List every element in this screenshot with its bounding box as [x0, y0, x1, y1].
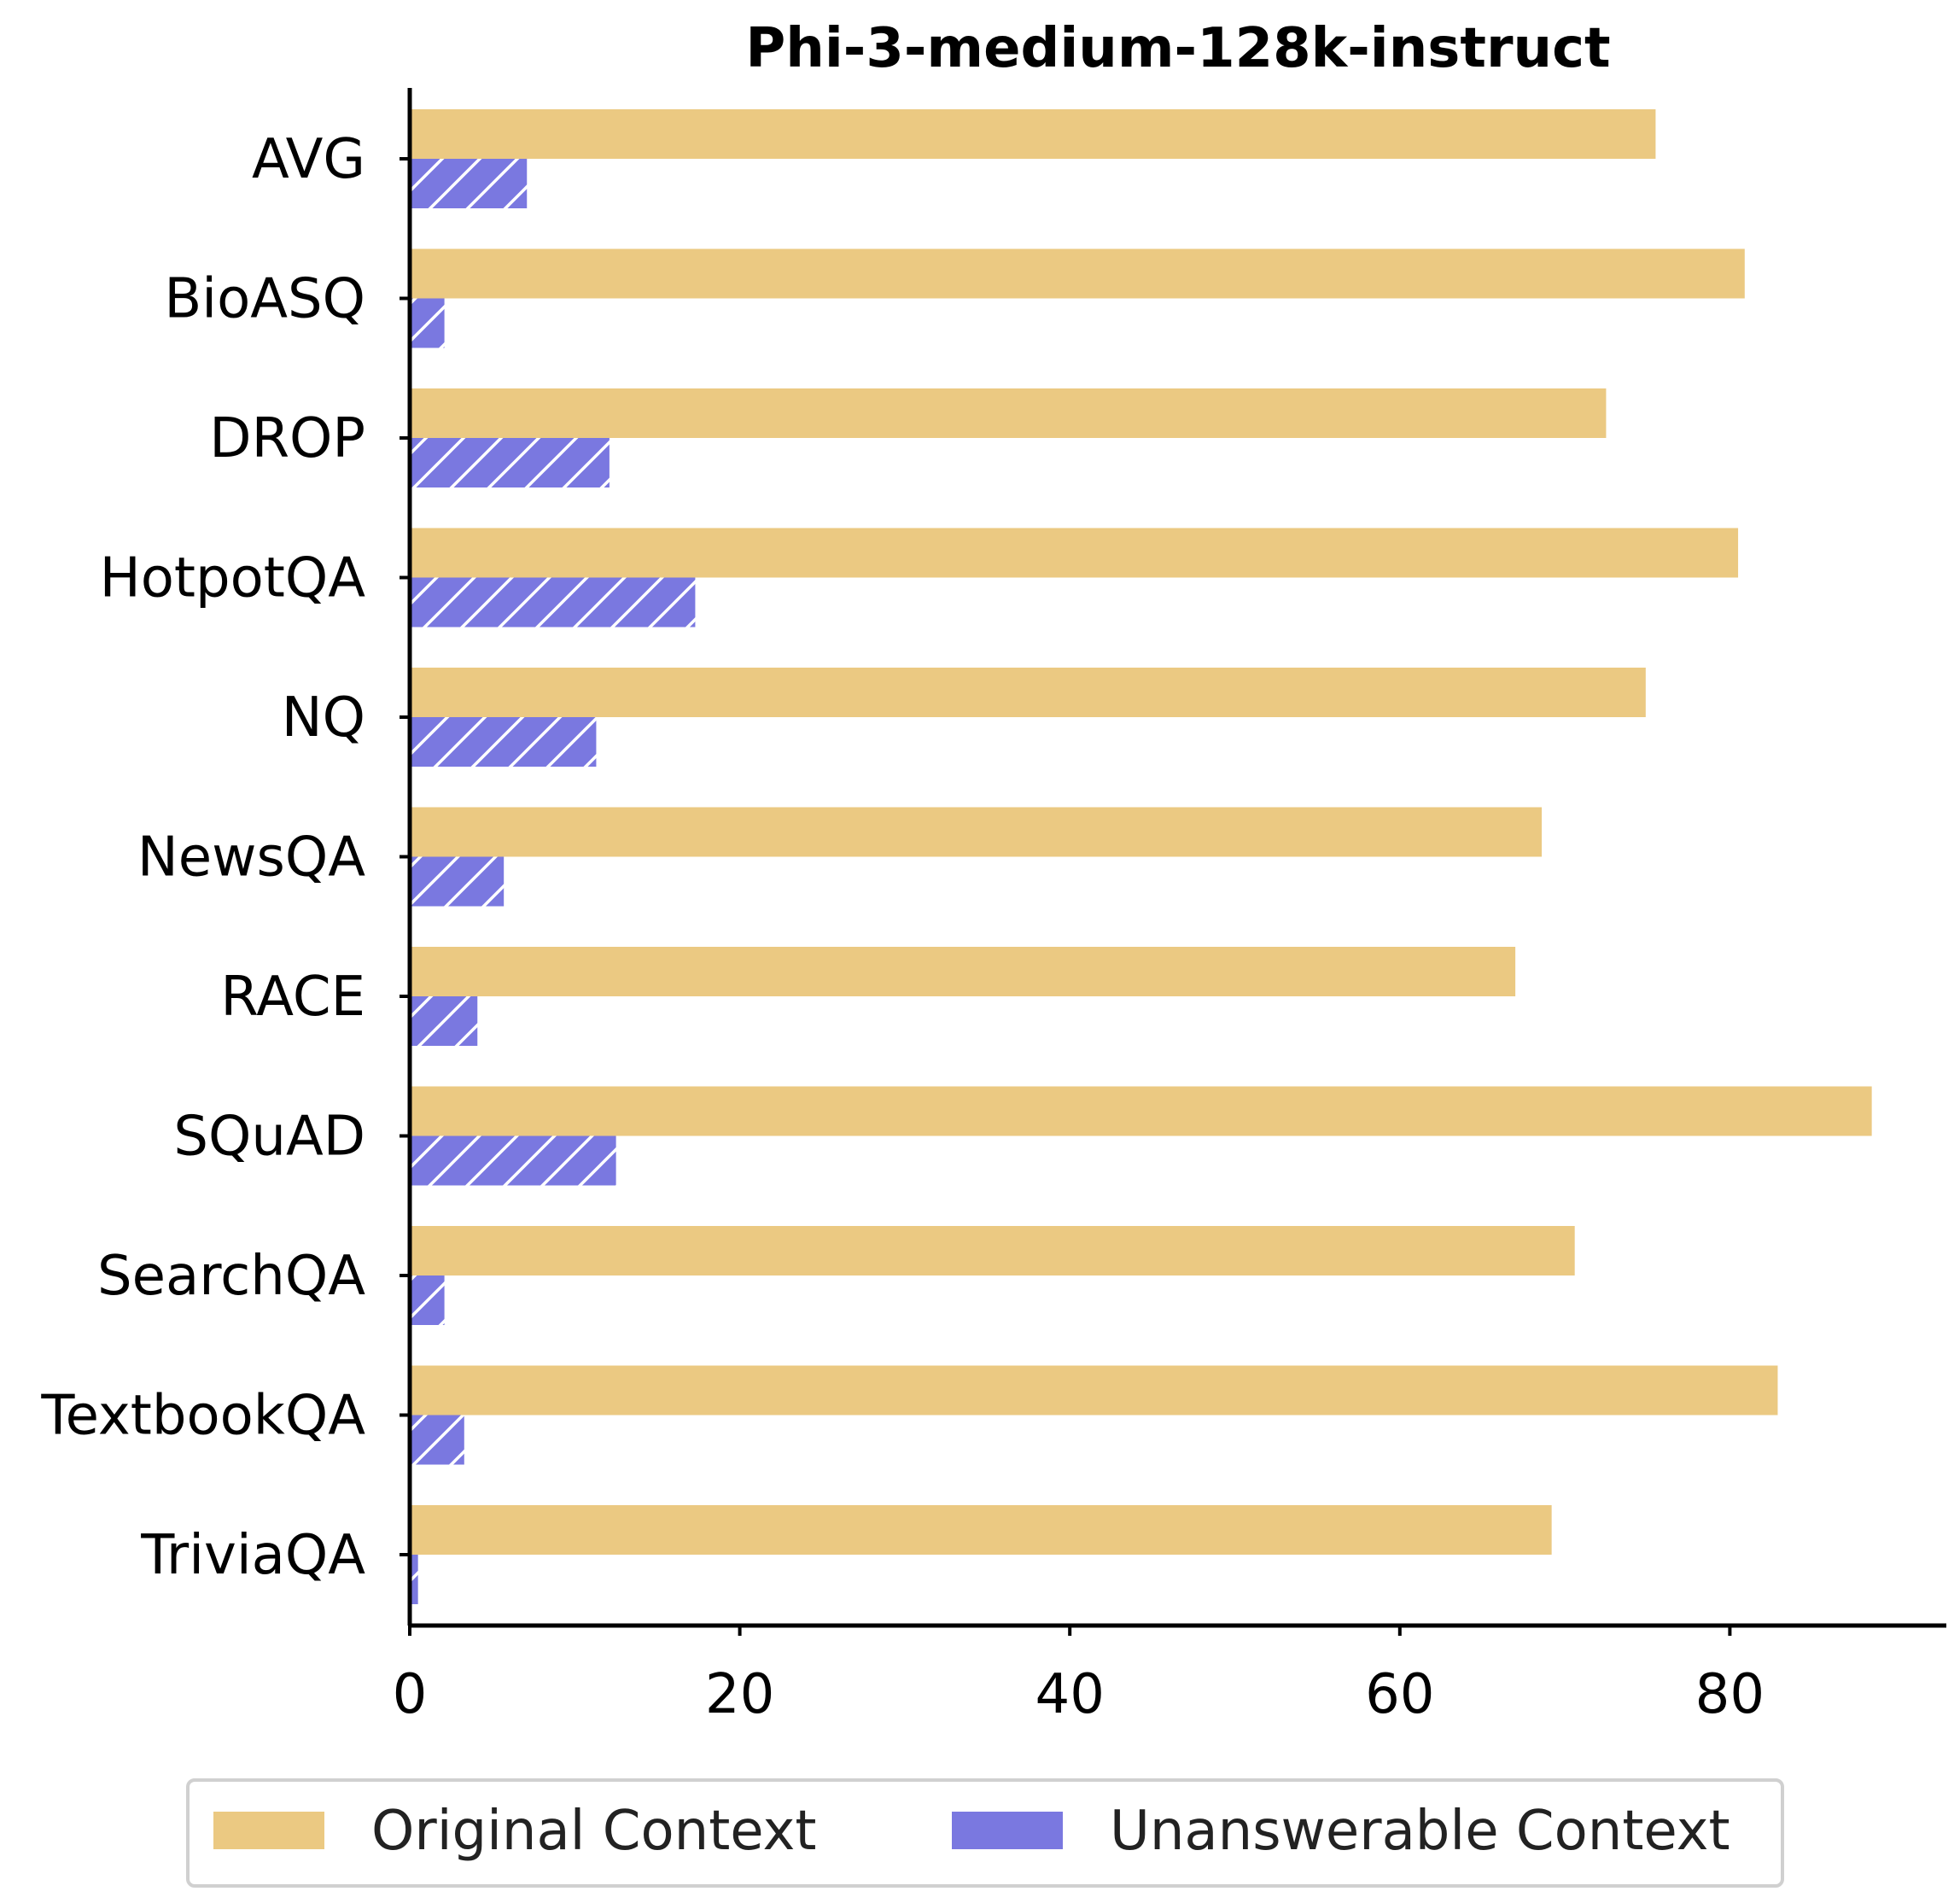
- bar-unanswerable-context-squad: [410, 1135, 616, 1186]
- bar-unanswerable-context-avg: [410, 159, 528, 208]
- legend-label-original-context: Original Context: [371, 1800, 817, 1863]
- y-tick-label-squad: SQuAD: [173, 1106, 365, 1169]
- bar-unanswerable-context-triviaqa: [410, 1555, 418, 1604]
- bar-unanswerable-context-drop: [410, 438, 610, 487]
- legend-label-unanswerable-context: Unanswerable Context: [1110, 1800, 1730, 1863]
- legend-swatch-original-context: [213, 1812, 324, 1849]
- bar-original-context-drop: [410, 388, 1607, 438]
- bar-unanswerable-context-newsqa: [410, 856, 505, 907]
- x-tick-label-60: 60: [1365, 1663, 1434, 1726]
- y-tick-label-hotpotqa: HotpotQA: [100, 547, 366, 610]
- bar-unanswerable-context-textbookqa: [410, 1415, 464, 1465]
- x-tick-label-40: 40: [1035, 1663, 1104, 1726]
- bar-unanswerable-context-hotpotqa: [410, 577, 696, 628]
- bar-original-context-textbookqa: [410, 1365, 1778, 1416]
- bar-original-context-bioasq: [410, 248, 1745, 299]
- bar-unanswerable-context-searchqa: [410, 1275, 445, 1325]
- bar-unanswerable-context-nq: [410, 717, 597, 767]
- chart-title: Phi-3-medium-128k-instruct: [745, 17, 1610, 80]
- bar-original-context-squad: [410, 1086, 1872, 1136]
- legend: Original Context Unanswerable Context: [186, 1778, 1784, 1888]
- y-tick-label-newsqa: NewsQA: [137, 826, 365, 890]
- y-tick-label-textbookqa: TextbookQA: [40, 1385, 365, 1448]
- bar-original-context-race: [410, 947, 1516, 996]
- y-tick-label-drop: DROP: [209, 407, 365, 470]
- bar-unanswerable-context-bioasq: [410, 298, 445, 348]
- x-ticks: 0 20 40 60 80: [393, 1626, 1765, 1726]
- y-tick-label-bioasq: BioASQ: [164, 268, 365, 331]
- x-tick-label-0: 0: [393, 1663, 428, 1726]
- bars-group: [410, 109, 1872, 1604]
- bar-original-context-hotpotqa: [410, 528, 1739, 578]
- y-tick-label-race: RACE: [220, 966, 365, 1029]
- y-tick-label-avg: AVG: [252, 128, 365, 191]
- y-tick-label-searchqa: SearchQA: [97, 1245, 365, 1308]
- bar-unanswerable-context-race: [410, 996, 478, 1046]
- y-tick-label-triviaqa: TriviaQA: [140, 1524, 365, 1587]
- bar-original-context-newsqa: [410, 807, 1543, 857]
- bar-original-context-triviaqa: [410, 1505, 1552, 1555]
- bar-original-context-nq: [410, 668, 1646, 717]
- y-tick-labels: AVG BioASQ DROP HotpotQA NQ NewsQA RACE SQuAD Se…: [40, 128, 410, 1587]
- legend-swatch-unanswerable-context: [952, 1812, 1063, 1849]
- bar-original-context-avg: [410, 109, 1656, 159]
- x-tick-label-80: 80: [1695, 1663, 1765, 1726]
- x-tick-label-20: 20: [705, 1663, 774, 1726]
- y-tick-label-nq: NQ: [282, 686, 365, 750]
- bar-original-context-searchqa: [410, 1226, 1575, 1275]
